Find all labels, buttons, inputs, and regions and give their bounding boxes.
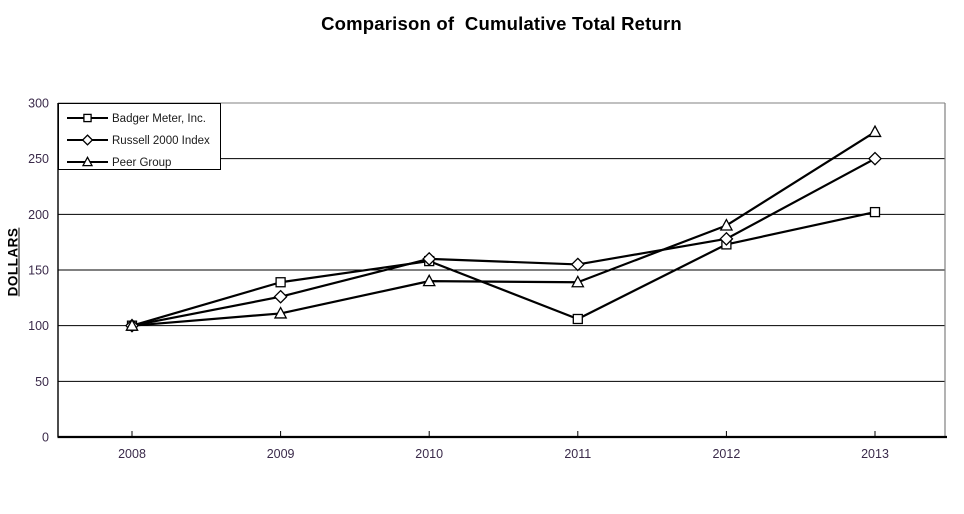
data-point-diamond-marker (570, 257, 585, 272)
y-tick-label: 250 (28, 152, 49, 166)
chart-title: Comparison of Cumulative Total Return (321, 13, 682, 34)
x-tick-label: 2012 (712, 447, 740, 461)
legend-label: Peer Group (112, 157, 171, 169)
y-axis-title: DOLLARS (5, 227, 21, 297)
legend-triangle-marker (81, 155, 94, 167)
data-point-square-marker (869, 206, 881, 218)
y-tick-label: 0 (42, 431, 49, 445)
series-line (130, 211, 877, 327)
x-tick-label: 2011 (564, 447, 591, 461)
x-tick-label: 2013 (861, 447, 889, 461)
data-point-diamond-marker (273, 289, 288, 304)
y-tick-label: 200 (28, 208, 49, 222)
data-point-diamond-marker (719, 231, 734, 246)
x-tick-label: 2010 (415, 447, 443, 461)
y-tick-label: 150 (28, 264, 49, 278)
data-point-triangle-marker (273, 306, 288, 319)
data-point-triangle-marker (125, 318, 139, 331)
y-tick-label: 300 (28, 97, 49, 111)
series-line (130, 130, 877, 327)
data-point-diamond-marker (422, 251, 437, 266)
data-point-triangle-marker (719, 218, 734, 231)
legend-label: Badger Meter, Inc. (112, 113, 206, 125)
legend-square-marker (83, 113, 92, 123)
legend-diamond-marker (81, 134, 94, 146)
y-tick-label: 50 (35, 375, 49, 389)
series-line (130, 157, 877, 327)
data-point-diamond-marker (868, 151, 882, 166)
data-point-triangle-marker (868, 124, 882, 138)
data-point-square-marker (572, 313, 583, 325)
y-tick-label: 100 (28, 319, 49, 333)
x-tick-label: 2009 (267, 447, 295, 461)
x-tick-label: 2008 (118, 447, 146, 461)
data-point-square-marker (275, 277, 286, 288)
data-point-triangle-marker (422, 273, 436, 287)
data-point-triangle-marker (571, 275, 585, 288)
legend-label: Russell 2000 Index (112, 135, 210, 147)
